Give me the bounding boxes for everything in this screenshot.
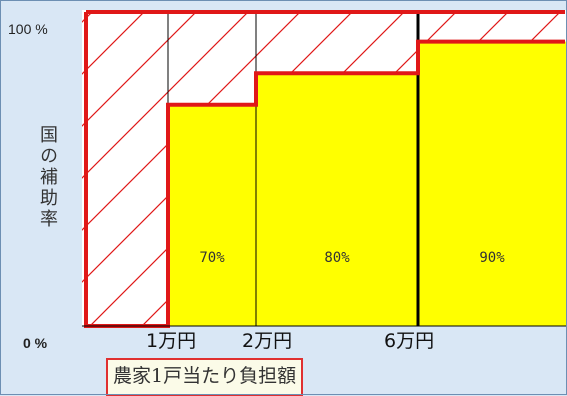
bar [256, 73, 418, 326]
x-tick-1man: 1万円 [146, 330, 197, 352]
y-axis-title: 国の補助率 [37, 125, 58, 230]
y-tick-100: 100 % [8, 21, 48, 37]
outline-step [166, 39, 565, 326]
x-tick-2man: 2万円 [242, 330, 293, 352]
x-axis-title: 農家1戸当たり負担額 [106, 358, 304, 396]
x-tick-6man: 6万円 [384, 330, 435, 352]
y-tick-0: 0 % [23, 335, 48, 351]
bar-data-label: 90% [479, 250, 505, 266]
bar-data-label: 70% [199, 250, 225, 266]
bar [168, 104, 256, 326]
bar-data-label: 80% [324, 250, 350, 266]
bar [418, 41, 567, 326]
